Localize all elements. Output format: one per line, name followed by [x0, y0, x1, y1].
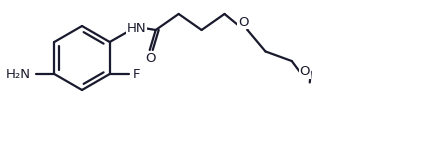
Text: O: O: [146, 52, 156, 65]
Text: F: F: [133, 67, 141, 80]
Text: H₂N: H₂N: [6, 67, 31, 80]
Text: O: O: [299, 65, 310, 78]
Text: HN: HN: [127, 21, 146, 34]
Text: O: O: [238, 16, 248, 29]
